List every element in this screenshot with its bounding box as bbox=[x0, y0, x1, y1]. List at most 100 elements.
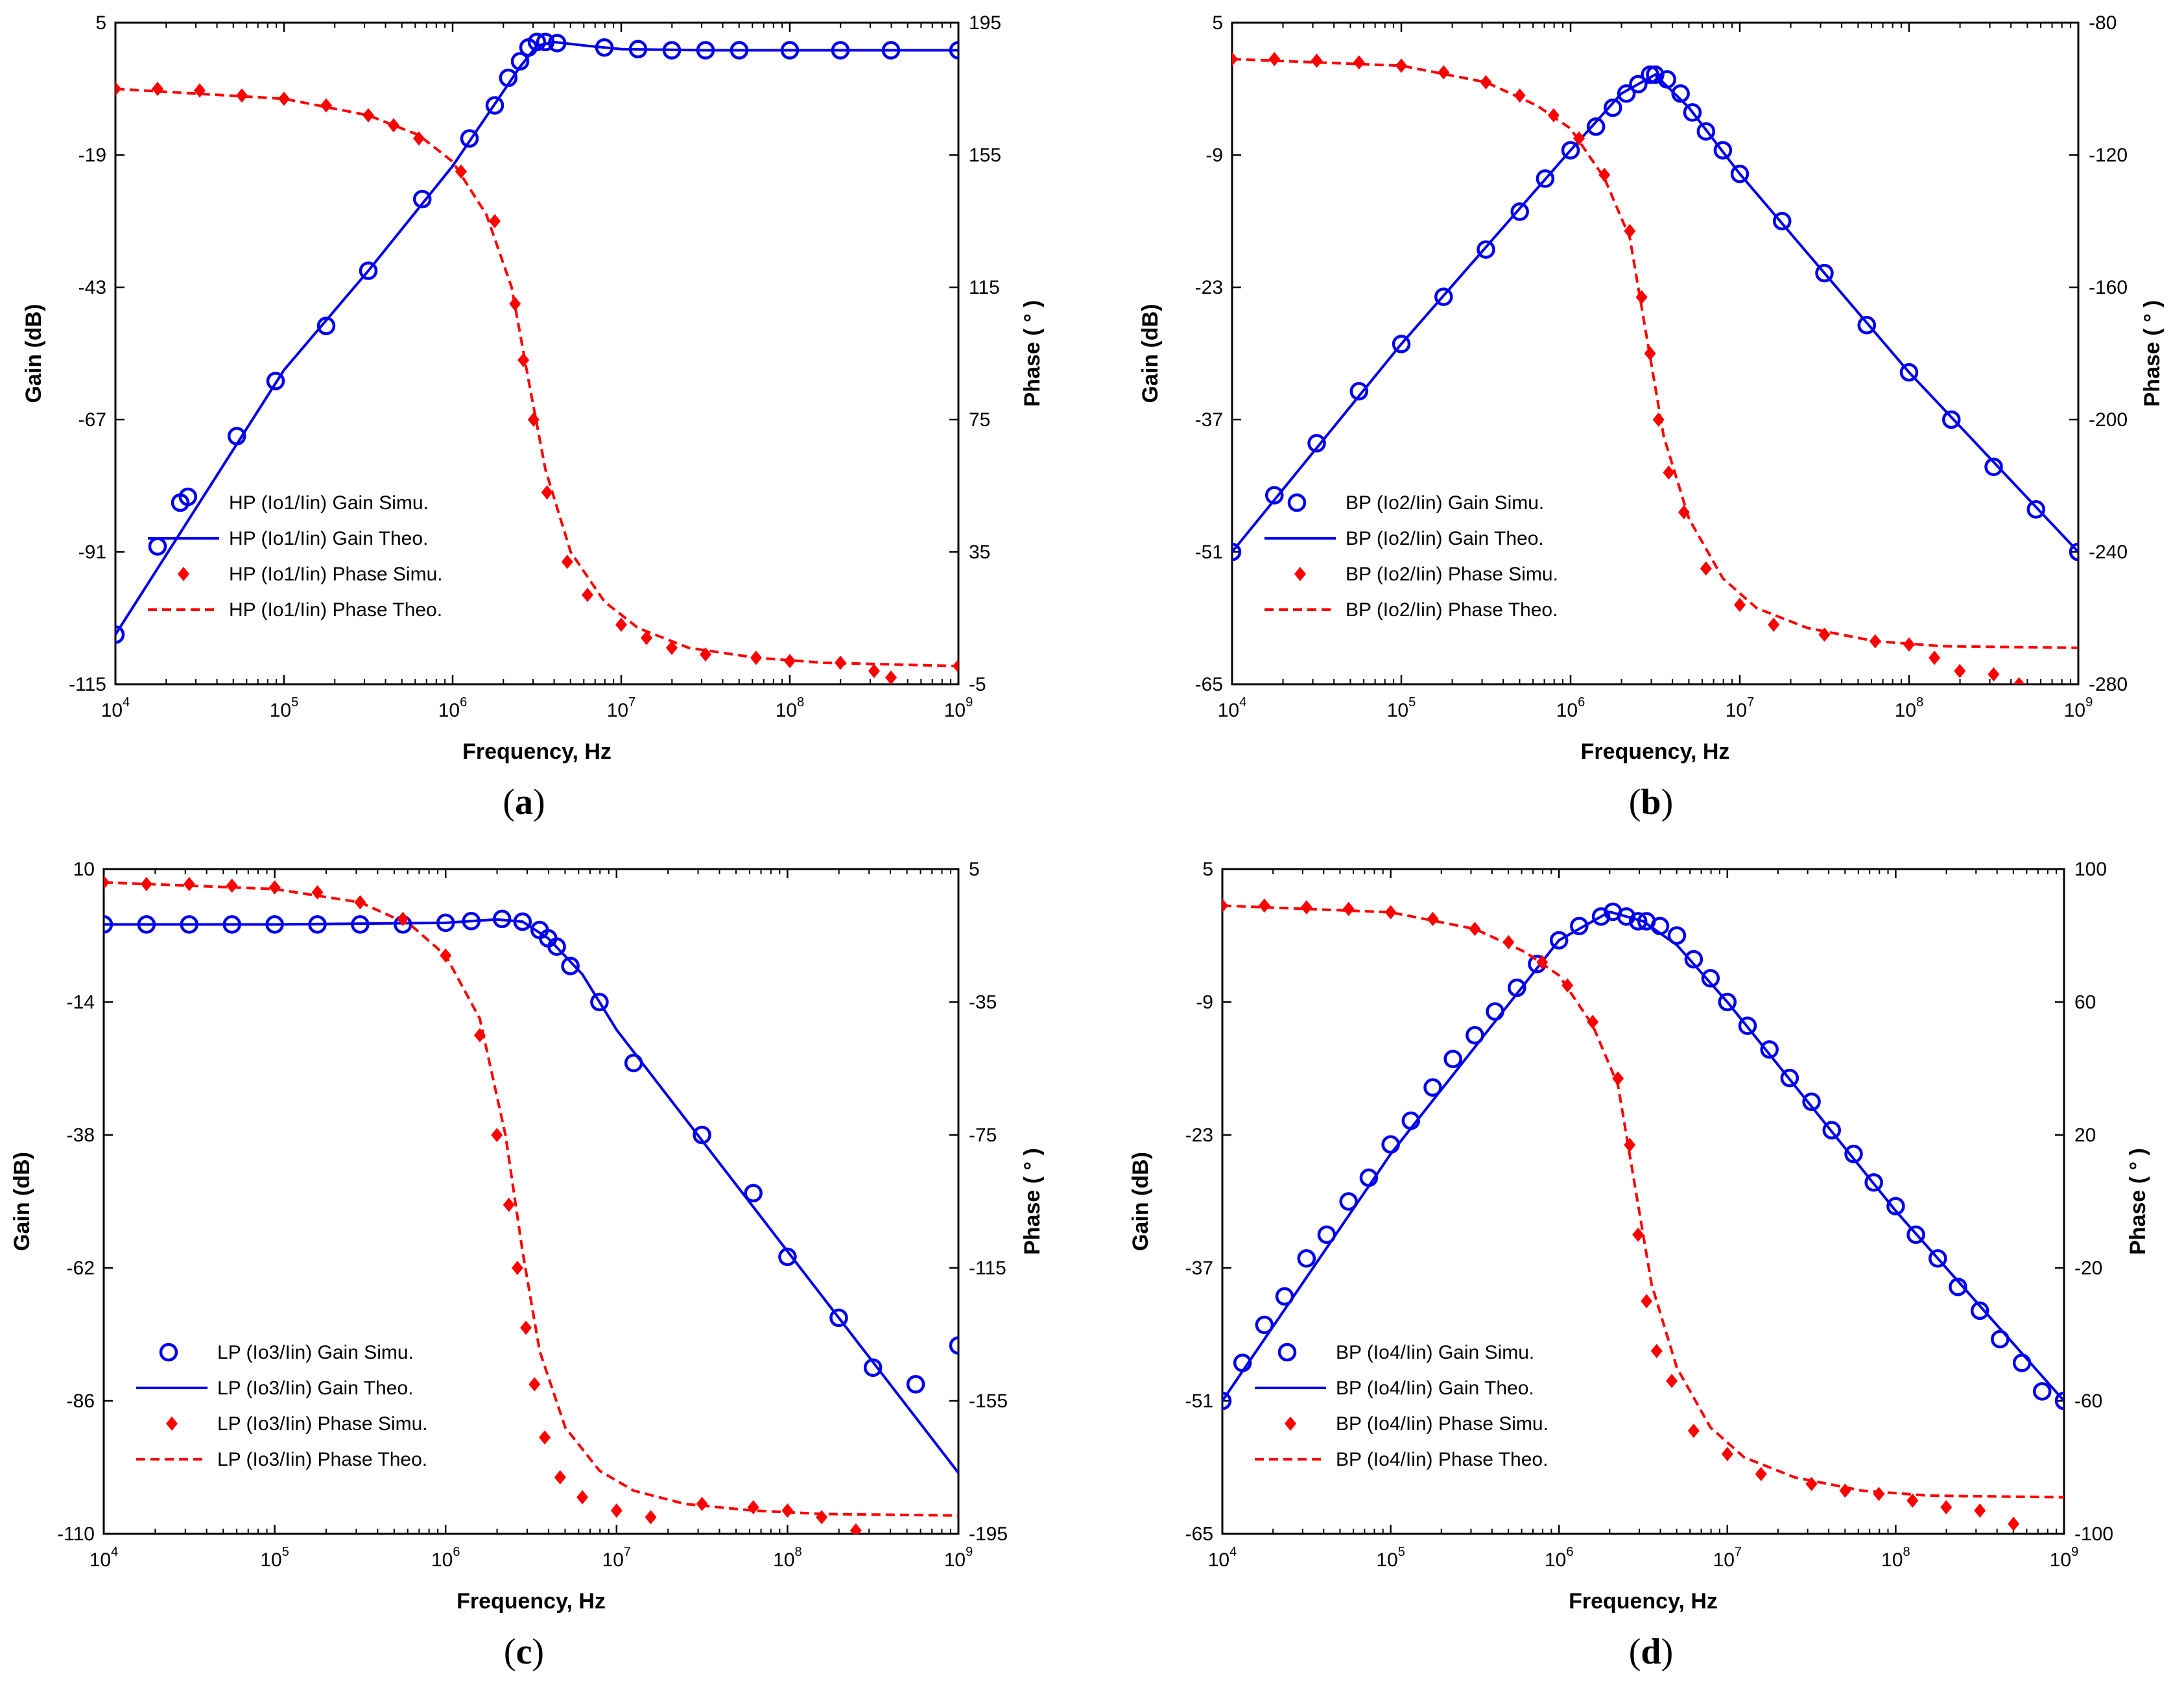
legend-label: LP (Io3/Iin) Gain Theo. bbox=[217, 1378, 413, 1399]
caption-paren-open: ( bbox=[503, 782, 515, 822]
x-tick-base: 10 bbox=[1387, 700, 1408, 721]
gain-theory-line bbox=[1232, 73, 2078, 553]
gain-sim-point bbox=[1232, 542, 1242, 562]
y-left-tick-label: -91 bbox=[78, 542, 106, 563]
y-right-axis-label: Phase ( ° ) bbox=[2126, 1148, 2150, 1255]
y-right-axis-label: Phase ( ° ) bbox=[1020, 1148, 1045, 1255]
phase-sim-point bbox=[489, 214, 501, 228]
phase-sim-point bbox=[1873, 1486, 1885, 1501]
phase-sim-point bbox=[194, 83, 206, 98]
phase-sim-point bbox=[268, 880, 281, 895]
phase-sim-point bbox=[868, 663, 880, 678]
caption-letter: c bbox=[516, 1632, 532, 1672]
y-left-axis-label: Gain (dB) bbox=[10, 1152, 34, 1251]
gain-sim-point bbox=[1486, 1002, 1504, 1021]
phase-sim-point bbox=[517, 353, 530, 368]
x-tick-label: 108 bbox=[1881, 1545, 1910, 1571]
phase-sim-point bbox=[1734, 597, 1746, 612]
phase-theory-line bbox=[115, 88, 958, 667]
x-tick-exponent: 5 bbox=[282, 1545, 289, 1559]
gain-sim-point bbox=[1844, 1145, 1863, 1164]
gain-sim-point bbox=[1718, 992, 1737, 1012]
caption-paren-open: ( bbox=[1629, 782, 1641, 822]
gain-sim-point bbox=[1561, 141, 1580, 160]
phase-sim-point bbox=[388, 118, 399, 133]
y-left-tick-label: -51 bbox=[1195, 542, 1223, 563]
x-tick-base: 10 bbox=[260, 1549, 281, 1571]
gain-sim-point bbox=[829, 1308, 848, 1328]
y-left-tick-label: -65 bbox=[1195, 674, 1223, 695]
gain-sim-point bbox=[1617, 84, 1636, 103]
x-tick-label: 107 bbox=[1713, 1545, 1742, 1571]
phase-sim-point bbox=[849, 1523, 862, 1534]
gain-sim-point bbox=[266, 372, 285, 390]
phase-sim-point bbox=[1839, 1483, 1851, 1498]
x-tick-exponent: 7 bbox=[1735, 1545, 1742, 1559]
x-tick-base: 10 bbox=[438, 700, 460, 721]
y-left-tick-label: -65 bbox=[1185, 1523, 1213, 1545]
panel-a: 104 105 106 107 108 109-115-91-67-43-195-5357… bbox=[21, 12, 1045, 822]
legend-label: HP (Io1/Iin) Gain Simu. bbox=[229, 492, 429, 514]
y-left-tick-label: -67 bbox=[78, 409, 106, 431]
legend-marker-phase-sim bbox=[166, 1416, 178, 1431]
y-right-tick-label: -240 bbox=[2089, 542, 2128, 563]
x-tick-base: 10 bbox=[431, 1549, 453, 1571]
phase-theory-line bbox=[1232, 58, 2078, 649]
phase-sim-point bbox=[1652, 412, 1665, 427]
phase-sim-point bbox=[1469, 922, 1481, 937]
plot-area bbox=[1232, 52, 2078, 684]
gain-sim-point bbox=[1822, 1121, 1842, 1140]
legend-label: BP (Io2/Iin) Phase Theo. bbox=[1346, 599, 1558, 621]
x-tick-exponent: 8 bbox=[1903, 1545, 1910, 1559]
gain-sim-point bbox=[1222, 1391, 1232, 1411]
y-right-tick-label: -35 bbox=[969, 992, 997, 1013]
x-tick-exponent: 4 bbox=[111, 1545, 118, 1559]
y-left-tick-label: -110 bbox=[57, 1523, 95, 1545]
gain-sim-point bbox=[547, 937, 566, 956]
y-left-tick-label: -37 bbox=[1195, 409, 1223, 431]
phase-sim-point bbox=[1624, 224, 1636, 239]
gain-sim-point bbox=[1443, 1049, 1462, 1069]
gain-sim-point bbox=[590, 992, 609, 1012]
gain-sim-point bbox=[1906, 1225, 1925, 1244]
x-tick-exponent: 9 bbox=[966, 1545, 973, 1559]
gain-sim-point bbox=[1339, 1192, 1358, 1211]
legend-label: BP (Io4/Iin) Gain Theo. bbox=[1336, 1378, 1534, 1399]
phase-sim-point bbox=[1438, 65, 1450, 80]
panel-caption: (d) bbox=[1629, 1632, 1673, 1672]
caption-paren-open: ( bbox=[1629, 1632, 1641, 1672]
gain-sim-point bbox=[1942, 410, 1961, 429]
x-tick-base: 10 bbox=[101, 700, 123, 721]
caption-letter: b bbox=[1641, 782, 1661, 822]
x-tick-label: 105 bbox=[1387, 695, 1416, 721]
x-tick-base: 10 bbox=[776, 700, 797, 721]
x-tick-base: 10 bbox=[1713, 1549, 1735, 1571]
phase-sim-point bbox=[278, 91, 290, 106]
x-tick-exponent: 4 bbox=[123, 695, 130, 710]
legend-label: BP (Io4/Iin) Phase Simu. bbox=[1336, 1413, 1549, 1435]
y-right-tick-label: 100 bbox=[2074, 859, 2107, 880]
plot-frame bbox=[1231, 21, 2080, 686]
y-left-tick-label: -115 bbox=[69, 674, 106, 695]
gain-sim-point bbox=[1815, 263, 1834, 283]
x-axis-label: Frequency, Hz bbox=[1581, 739, 1730, 764]
phase-sim-point bbox=[1687, 1424, 1700, 1438]
y-right-tick-label: 155 bbox=[969, 145, 1001, 166]
phase-sim-point bbox=[320, 98, 332, 113]
gain-sim-point bbox=[1899, 363, 1919, 382]
panel-c: 104 105 106 107 108 109-110-86-62-38-1410-195… bbox=[10, 859, 1045, 1672]
x-tick-base: 10 bbox=[2064, 700, 2085, 721]
gain-sim-point bbox=[460, 129, 479, 148]
x-tick-base: 10 bbox=[1208, 1549, 1229, 1571]
caption-paren-close: ) bbox=[1661, 782, 1674, 822]
x-tick-base: 10 bbox=[2050, 1549, 2071, 1571]
legend-marker-gain-sim bbox=[1287, 493, 1307, 512]
phase-sim-point bbox=[1988, 667, 2000, 682]
x-axis-label: Frequency, Hz bbox=[462, 739, 611, 764]
x-tick-base: 10 bbox=[944, 700, 966, 721]
gain-sim-point bbox=[412, 189, 432, 209]
legend-label: LP (Io3/Iin) Phase Theo. bbox=[217, 1449, 427, 1470]
phase-sim-point bbox=[561, 555, 573, 569]
phase-sim-point bbox=[226, 878, 238, 893]
y-left-tick-label: 10 bbox=[73, 859, 95, 880]
